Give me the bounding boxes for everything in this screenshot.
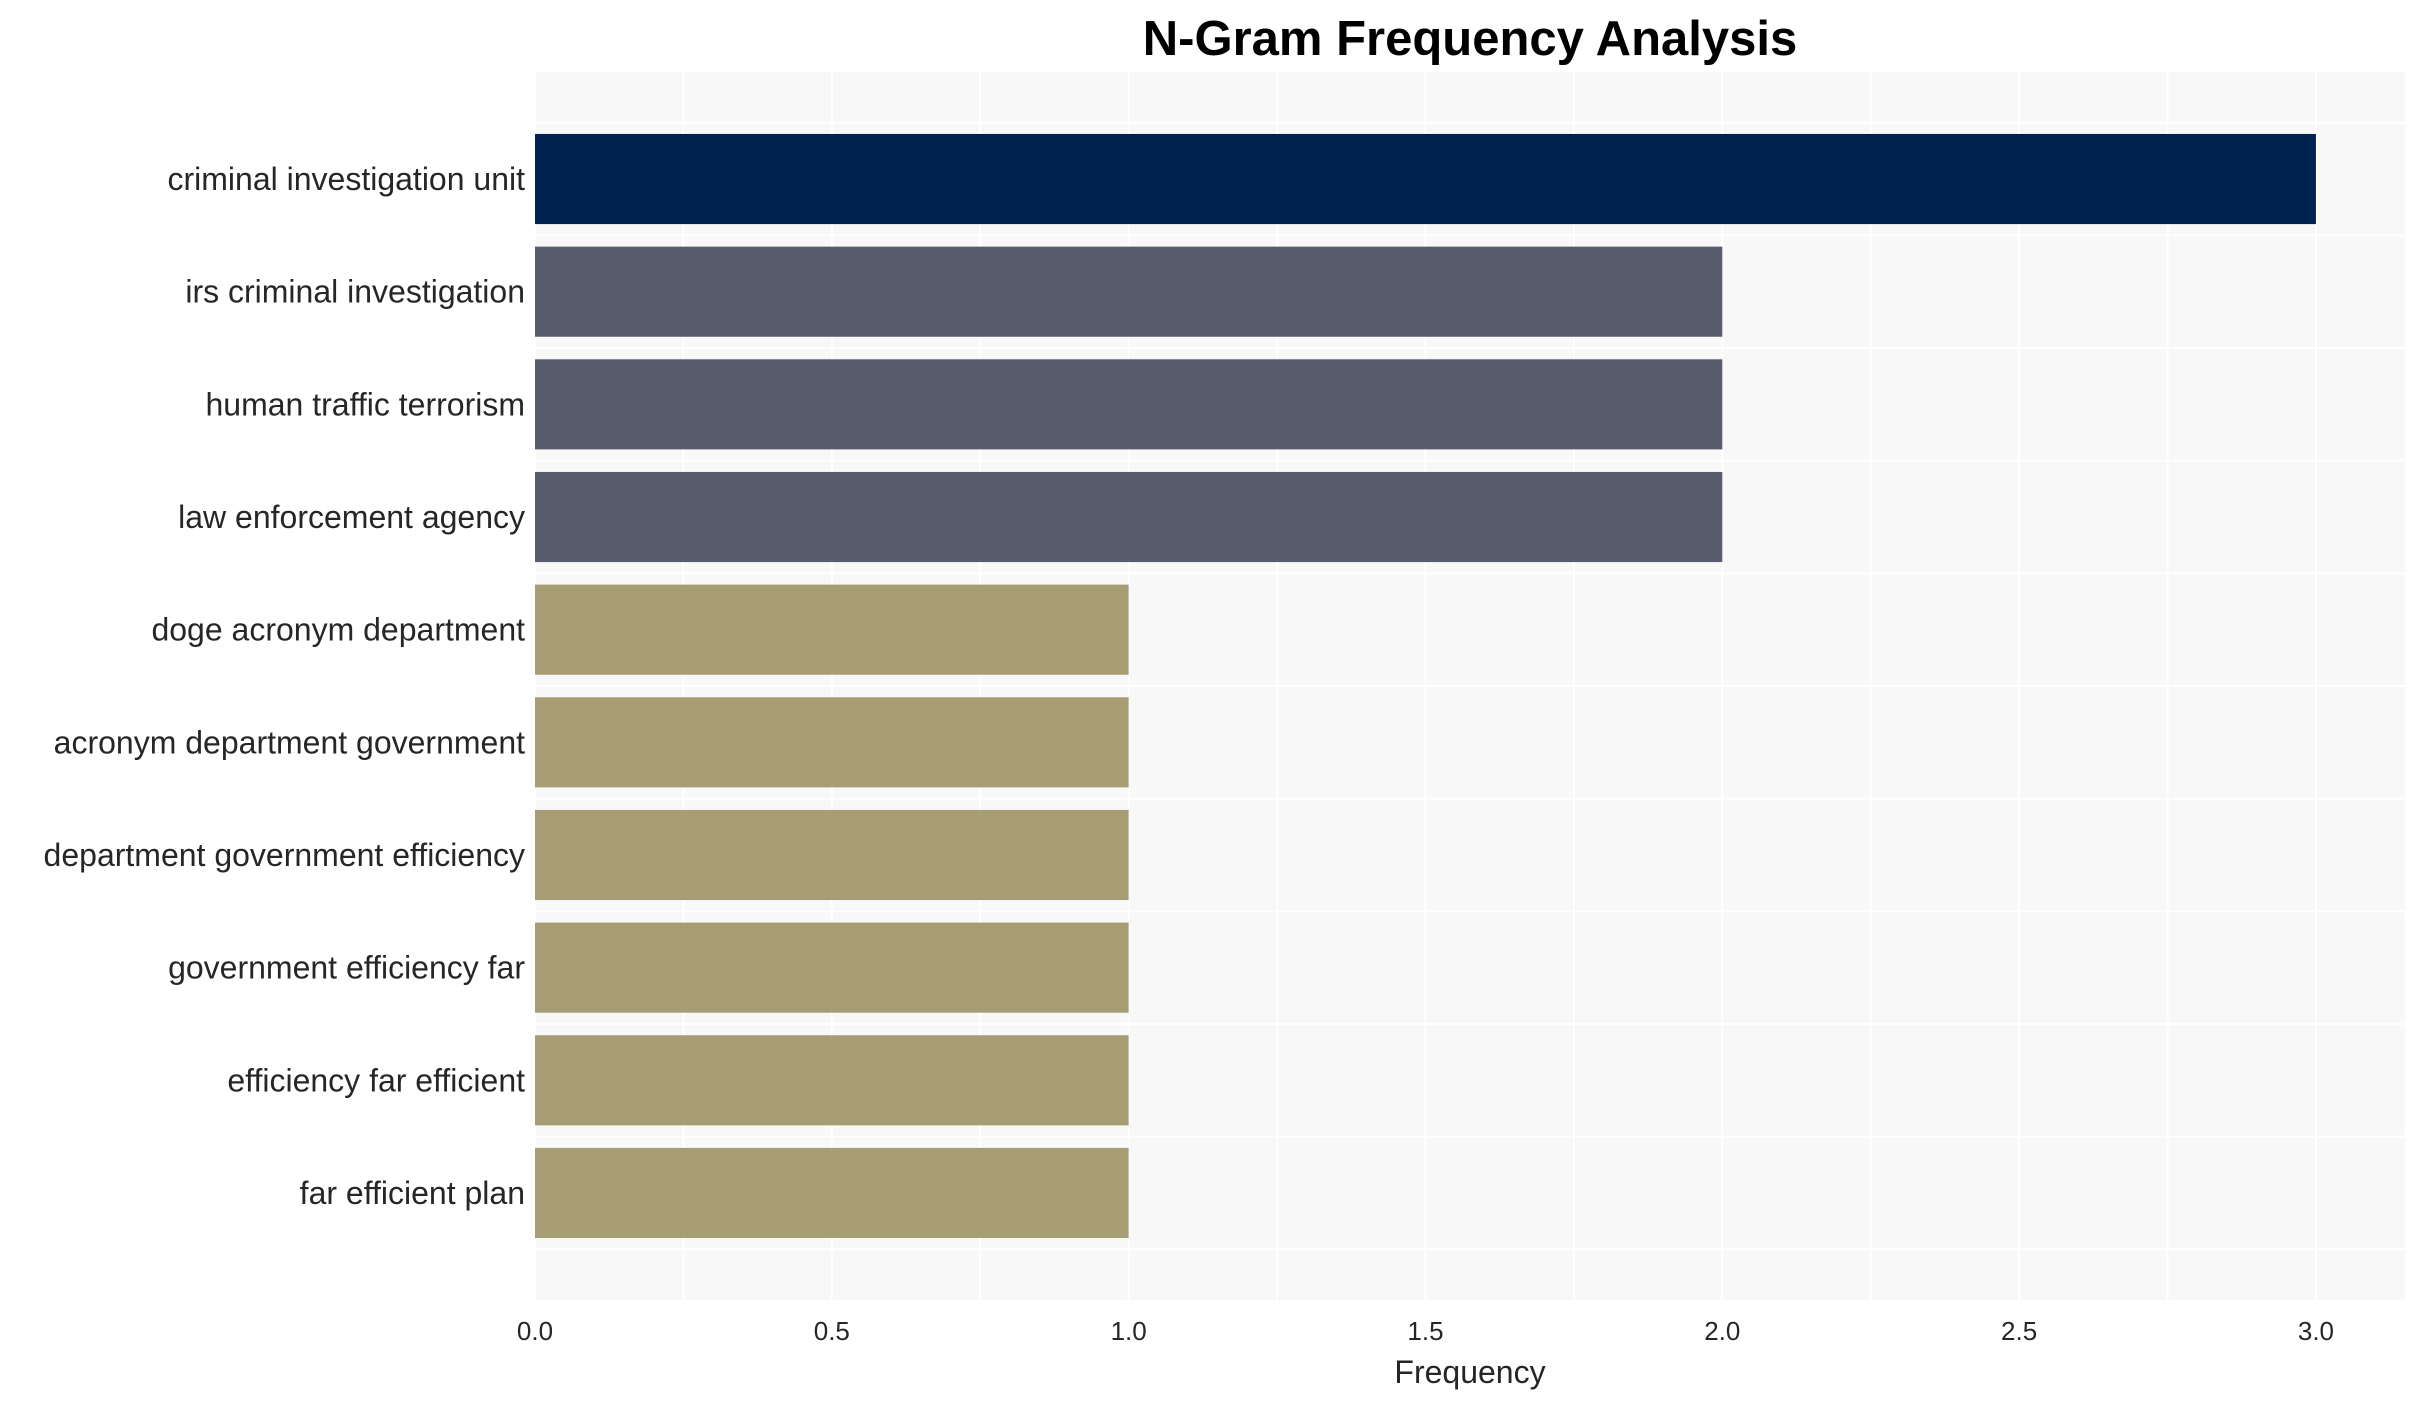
category-label: acronym department government [54,724,525,760]
bar [535,1035,1129,1126]
x-tick-labels: 0.0 0.5 1.0 1.5 2.0 2.5 3.0 [517,1316,2334,1346]
x-tick-label: 0.0 [517,1316,553,1346]
category-label: law enforcement agency [178,499,525,535]
x-tick-label: 3.0 [2298,1316,2334,1346]
bar [535,697,1129,788]
category-label: human traffic terrorism [206,386,526,422]
category-label: far efficient plan [300,1175,525,1211]
x-tick-label: 2.5 [2001,1316,2037,1346]
bar [535,922,1129,1013]
bars [535,133,2316,1239]
bar [535,246,1723,337]
bar [535,809,1129,901]
chart-title: N-Gram Frequency Analysis [1143,12,1797,66]
category-label: criminal investigation unit [168,161,526,197]
category-label: government efficiency far [168,950,525,986]
x-tick-label: 0.5 [814,1316,850,1346]
bar [535,133,2316,225]
bar [535,1147,1129,1239]
category-label: doge acronym department [151,612,525,648]
x-tick-label: 2.0 [1704,1316,1740,1346]
x-tick-label: 1.0 [1111,1316,1147,1346]
category-label: department government efficiency [44,837,525,873]
x-tick-label: 1.5 [1407,1316,1443,1346]
category-labels: criminal investigation unit irs criminal … [44,161,526,1211]
x-axis-label: Frequency [1394,1354,1545,1390]
bar [535,359,1723,450]
category-label: irs criminal investigation [185,274,525,310]
bar [535,471,1723,563]
category-label: efficiency far efficient [227,1062,525,1098]
bar [535,584,1129,675]
